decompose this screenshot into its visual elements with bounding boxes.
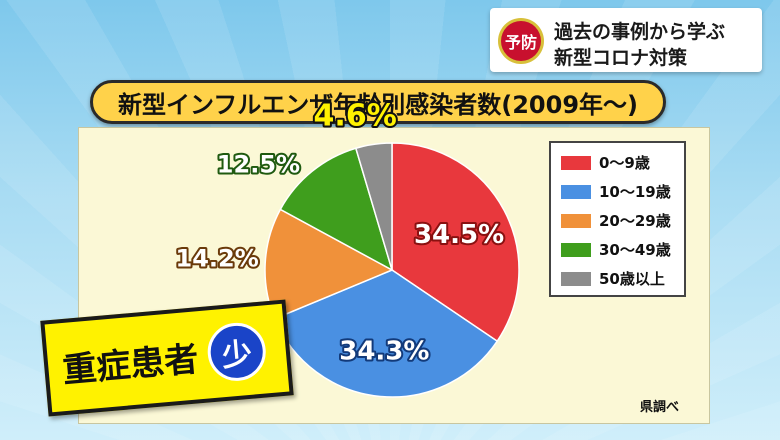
pie-slice-label: 14.2% [176,244,259,272]
legend-swatch [561,242,591,257]
legend-swatch [561,271,591,286]
pie-slice-label: 12.5% [217,150,300,178]
pie-slice [354,142,393,271]
legend-item: 30〜49歳 [561,235,684,264]
legend-item: 0〜9歳 [561,148,684,177]
legend-swatch [561,213,591,228]
pie-slice-label: 34.3% [339,336,429,366]
header-line-2: 新型コロナ対策 [554,47,688,69]
few-circle-badge: 少 [205,320,269,384]
prevention-badge-label: 予防 [501,21,541,61]
legend-label: 50歳以上 [599,270,665,288]
pie-slice-label: 4.6% [314,98,397,133]
severe-patients-text: 重症患者 [60,338,200,391]
legend-item: 20〜29歳 [561,206,684,235]
pie-slice [273,269,499,398]
chart-title: 新型インフルエンザ年齢別感染者数(2009年〜) [90,80,666,124]
source-note: 県調べ [640,400,680,415]
legend-swatch [561,155,591,170]
legend-item: 10〜19歳 [561,177,684,206]
legend-item: 50歳以上 [561,264,684,293]
pie-slice-label: 34.5% [414,220,504,250]
legend-label: 0〜9歳 [599,154,650,172]
legend-swatch [561,184,591,199]
prevention-badge: 予防 [498,18,544,64]
pie-slice [391,142,520,343]
legend: 0〜9歳 10〜19歳 20〜29歳 30〜49歳 50歳以上 [549,141,686,297]
header-box: 予防 過去の事例から学ぶ 新型コロナ対策 [490,8,762,72]
header-line-1: 過去の事例から学ぶ [554,21,726,43]
legend-label: 20〜29歳 [599,212,671,230]
legend-label: 10〜19歳 [599,183,671,201]
legend-label: 30〜49歳 [599,241,671,259]
